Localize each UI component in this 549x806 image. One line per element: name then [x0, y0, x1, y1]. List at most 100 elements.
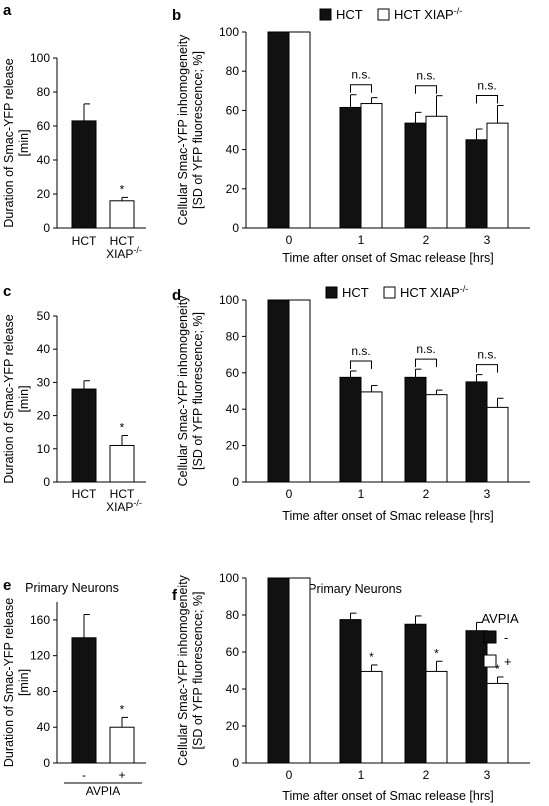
panel-c: c 0 10 20 30 40 50 Duration of Smac-YFP release…: [2, 283, 146, 514]
x-tick-label: 3: [484, 487, 491, 501]
y-tick-label: 0: [43, 756, 50, 770]
x-tick-label: 2: [423, 233, 430, 247]
y-tick-label: 100: [219, 571, 239, 585]
y-tick-label: 100: [219, 293, 239, 307]
significance-marker: n.s.: [416, 342, 435, 356]
y-axis-label-line: Cellular Smac-YFP inhomogeneity: [176, 574, 190, 766]
y-axis-label: Cellular Smac-YFP inhomogeneity[SD of YF…: [176, 295, 205, 487]
y-axis-label-line: Duration of Smac-YFP release: [2, 314, 16, 483]
y-axis-label: Duration of Smac-YFP release[min]: [2, 58, 31, 227]
legend-label: +: [504, 654, 512, 669]
y-tick-label: 80: [226, 608, 240, 622]
significance-marker: n.s.: [416, 69, 435, 83]
bar: [465, 630, 488, 764]
y-tick-label: 0: [43, 475, 50, 489]
legend-swatch: [319, 8, 332, 21]
x-tick-label: 0: [286, 233, 293, 247]
bar: [267, 577, 290, 764]
panel-letter: b: [172, 7, 181, 24]
bar: [404, 122, 427, 229]
bar: [360, 391, 383, 483]
y-axis-label-line: [min]: [17, 669, 31, 696]
y-tick-label: 60: [226, 645, 240, 659]
bar: [109, 726, 135, 764]
bar: [425, 394, 448, 483]
x-tick-label-line: XIAP: [106, 500, 133, 514]
y-tick-label: 40: [37, 720, 51, 734]
x-axis-label: Time after onset of Smac release [hrs]: [282, 509, 493, 523]
bar: [425, 115, 448, 229]
bar: [486, 682, 509, 764]
y-axis-label-line: Duration of Smac-YFP release: [2, 598, 16, 767]
significance-bracket: [350, 84, 372, 93]
y-tick-label: 80: [37, 85, 51, 99]
x-tick-label: 1: [358, 768, 365, 782]
significance-marker: *: [120, 421, 125, 435]
significance-bracket: [476, 95, 498, 104]
x-tick-label: 3: [484, 233, 491, 247]
legend-title: AVPIA: [481, 611, 519, 626]
panel-letter: d: [172, 287, 181, 304]
bar: [404, 623, 427, 764]
y-tick-label: 60: [226, 366, 240, 380]
significance-marker: n.s.: [351, 344, 370, 358]
significance-marker: *: [495, 662, 500, 676]
x-axis-label: Time after onset of Smac release [hrs]: [282, 789, 493, 803]
y-tick-label: 120: [30, 649, 50, 663]
significance-bracket: [415, 358, 437, 368]
legend-label-sup: -/-: [454, 6, 463, 16]
y-tick-label: 20: [37, 409, 51, 423]
group-label: AVPIA: [86, 784, 120, 798]
y-tick-label: 20: [226, 439, 240, 453]
bar: [288, 577, 311, 764]
y-tick-label: 100: [30, 51, 50, 65]
y-axis-label-line: [SD of YFP fluorescence; %]: [191, 51, 205, 209]
bar: [339, 106, 362, 229]
y-tick-label: 20: [37, 187, 51, 201]
x-tick-label: HCT XIAP-/-: [106, 234, 142, 261]
bar: [71, 388, 97, 483]
legend-label-sup: -/-: [460, 284, 469, 294]
significance-marker: *: [120, 702, 125, 716]
legend-swatch: [383, 286, 396, 299]
significance-marker: n.s.: [477, 79, 496, 93]
y-tick-label: 100: [219, 25, 239, 39]
x-tick-label-line: XIAP: [106, 247, 133, 261]
y-tick-label: 0: [43, 221, 50, 235]
bar: [71, 637, 97, 764]
significance-marker: *: [434, 646, 439, 660]
x-axis-label: Time after onset of Smac release [hrs]: [282, 251, 493, 265]
y-tick-label: 60: [37, 119, 51, 133]
x-tick-label: 2: [423, 487, 430, 501]
legend-swatch: [483, 654, 497, 668]
x-tick-label: 1: [358, 487, 365, 501]
legend-swatch: [325, 286, 338, 299]
significance-bracket: [415, 85, 437, 94]
y-axis-label: Cellular Smac-YFP inhomogeneity[SD of YF…: [176, 574, 205, 766]
y-axis-label: Cellular Smac-YFP inhomogeneity[SD of YF…: [176, 34, 205, 226]
x-tick-label: HCT XIAP-/-: [106, 487, 142, 514]
y-tick-label: 10: [37, 442, 51, 456]
y-axis-label-line: [SD of YFP fluorescence; %]: [191, 312, 205, 470]
x-tick-label-sup: -/-: [133, 498, 142, 508]
y-tick-label: 40: [226, 682, 240, 696]
bar: [71, 120, 97, 229]
significance-marker: n.s.: [477, 348, 496, 362]
x-tick-label-line: HCT: [110, 234, 135, 248]
bar: [465, 139, 488, 229]
legend-label: HCT XIAP-/-: [400, 284, 468, 300]
bar: [404, 376, 427, 483]
y-tick-label: 0: [232, 221, 239, 235]
y-tick-label: 40: [37, 153, 51, 167]
y-axis-label-line: [min]: [17, 385, 31, 412]
y-axis-label-line: [SD of YFP fluorescence; %]: [191, 592, 205, 750]
x-tick-label: HCT: [72, 234, 97, 248]
significance-marker: *: [369, 650, 374, 664]
y-tick-label: 60: [226, 103, 240, 117]
y-tick-label: 160: [30, 613, 50, 627]
